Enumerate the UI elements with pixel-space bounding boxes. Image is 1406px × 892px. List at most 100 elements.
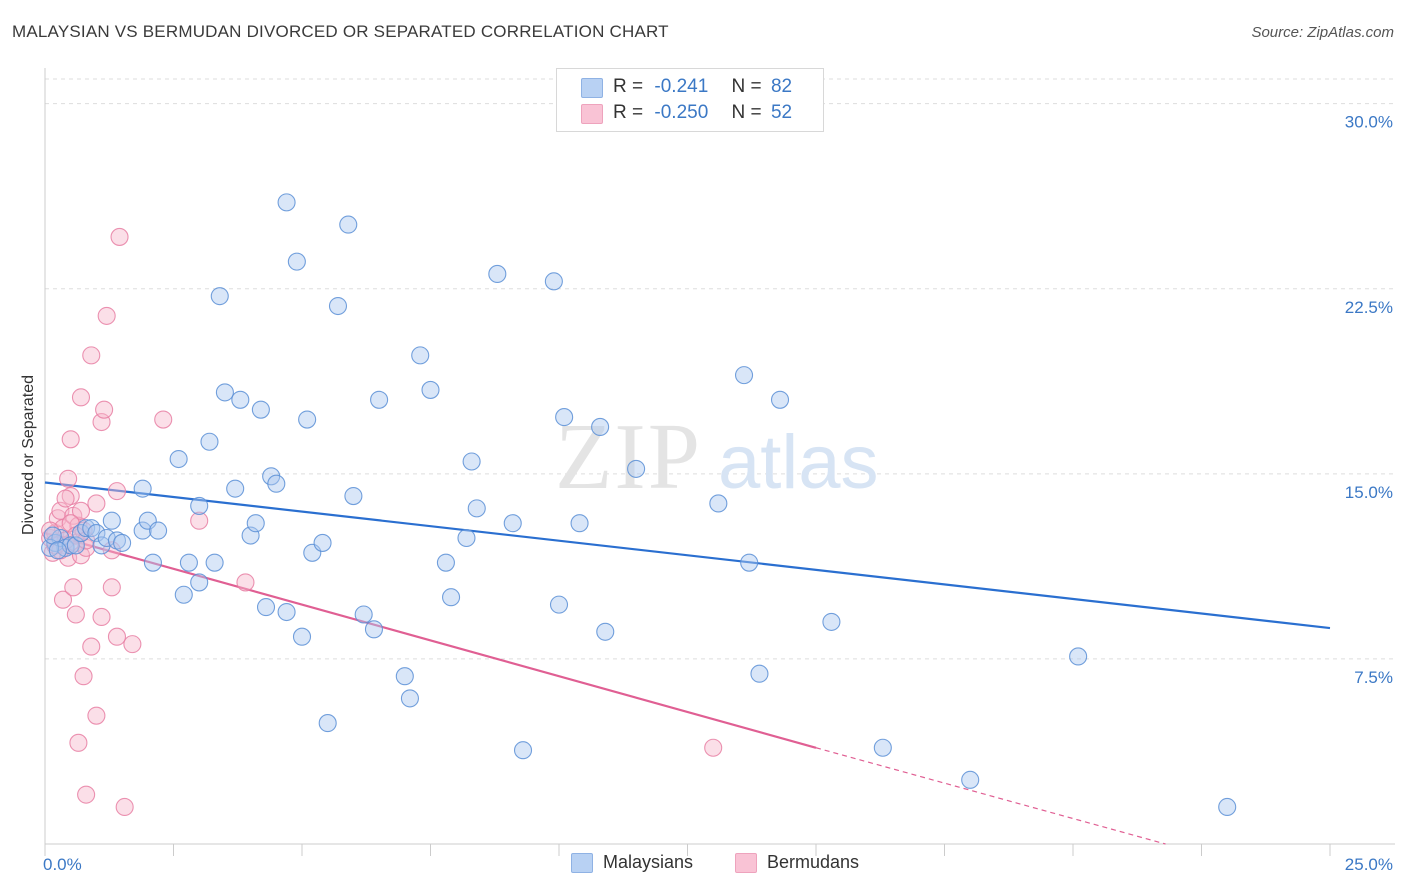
malaysians-point (740, 553, 759, 572)
bermudans-point (82, 637, 101, 656)
malaysians-point (442, 588, 461, 607)
malaysians-point (544, 272, 563, 291)
malaysians-point (215, 383, 234, 402)
bottom-legend-label-malaysians: Malaysians (603, 852, 694, 872)
malaysians-point (102, 511, 121, 530)
malaysians-point (133, 521, 152, 540)
malaysians-point (596, 622, 615, 641)
malaysians-point (339, 215, 358, 234)
bermudans-point (74, 667, 93, 686)
bottom-legend-swatch-bermudans (735, 853, 757, 873)
bermudans-point (115, 797, 134, 817)
bermudans-point (71, 388, 91, 407)
malaysians-point (709, 494, 728, 513)
malaysians-point (488, 264, 507, 284)
malaysians-point (750, 664, 769, 683)
grid (45, 78, 1395, 660)
malaysians-point (555, 408, 574, 427)
bermudans-point (107, 482, 127, 501)
watermark-atlas: atlas (718, 420, 879, 505)
malaysians-point (298, 410, 317, 429)
legend-r-label: R = (613, 102, 644, 123)
bermudans-point (61, 486, 80, 506)
malaysians-point (226, 479, 245, 498)
bermudans-point (110, 227, 129, 246)
malaysians-point (328, 296, 348, 316)
malaysians-point (513, 741, 533, 760)
bermudans-trend-extension (815, 747, 1166, 845)
malaysians-point (71, 524, 91, 543)
malaysians-point (46, 533, 65, 552)
bermudans-point (61, 430, 80, 449)
malaysians-point (200, 432, 219, 451)
malaysians-point (48, 541, 67, 560)
malaysians-point (364, 620, 384, 639)
malaysians-point (873, 738, 892, 757)
malaysians-point (549, 595, 569, 614)
malaysians-point (77, 519, 96, 538)
y-tick-label: 22.5% (1345, 298, 1393, 317)
malaysians-point (734, 366, 754, 385)
malaysians-point (256, 598, 276, 617)
malaysians-points (41, 193, 1237, 817)
malaysians-point (591, 417, 610, 437)
malaysians-point (190, 496, 209, 515)
legend-r-value: -0.250 (654, 102, 709, 123)
bottom-legend-label-bermudans: Bermudans (767, 852, 860, 872)
correlation-legend: R = -0.241 N = 82 R = -0.250 N = 52 (556, 68, 824, 132)
source-credit: Source: ZipAtlas.com (1251, 24, 1394, 41)
malaysians-point (395, 667, 414, 686)
bermudans-point (71, 501, 91, 520)
y-tick-label: 7.5% (1354, 668, 1393, 687)
legend-n-value: 82 (770, 76, 793, 97)
malaysians-point (1218, 797, 1237, 817)
legend-n-value: 52 (770, 102, 793, 123)
bermudans-point (95, 400, 114, 419)
malaysians-point (354, 605, 373, 624)
x-tick-label: 25.0% (1345, 855, 1393, 874)
bermudans-point (53, 590, 73, 609)
malaysians-point (457, 528, 476, 548)
x-tick-label: 0.0% (43, 855, 82, 874)
malaysians-point (133, 479, 152, 498)
malaysians-point (292, 627, 312, 646)
legend-swatch-malaysians (581, 78, 603, 98)
trend-lines (44, 481, 1331, 845)
malaysians-point (287, 252, 306, 271)
malaysians-point (627, 459, 646, 478)
malaysians-point (277, 193, 296, 212)
y-axis-label: Divorced or Separated (20, 375, 37, 535)
malaysians-point (231, 390, 250, 409)
bermudans-point (704, 738, 723, 757)
malaysians-point (421, 380, 440, 399)
malaysians-point (174, 585, 193, 604)
legend-r-label: R = (613, 76, 644, 97)
legend-swatch-bermudans (581, 104, 603, 124)
malaysians-point (205, 553, 224, 572)
malaysians-point (107, 531, 127, 550)
watermark: ZIP atlas (555, 405, 879, 509)
bermudans-point (64, 578, 83, 597)
bermudans-points (41, 227, 723, 817)
bermudans-point (107, 627, 127, 646)
bermudans-point (236, 573, 255, 592)
axis-labels: Divorced or Separated 7.5% 15.0% 22.5% 30.0… (20, 113, 1393, 874)
malaysians-point (113, 533, 132, 552)
bermudans-point (87, 494, 106, 513)
malaysians-point (179, 553, 198, 572)
bermudans-point (56, 489, 75, 508)
legend-r-value: -0.241 (654, 76, 709, 97)
y-tick-label: 30.0% (1345, 113, 1393, 132)
legend-n-label: N = (731, 102, 762, 123)
malaysians-point (400, 689, 419, 708)
malaysians-point (570, 514, 589, 533)
malaysians-point (467, 499, 486, 518)
bermudans-point (154, 410, 173, 429)
bermudans-point (69, 733, 88, 752)
malaysians-point (503, 514, 522, 533)
malaysians-point (149, 521, 168, 540)
malaysians-trend-line (44, 481, 1331, 630)
axes (44, 68, 1395, 856)
bermudans-point (102, 578, 121, 597)
